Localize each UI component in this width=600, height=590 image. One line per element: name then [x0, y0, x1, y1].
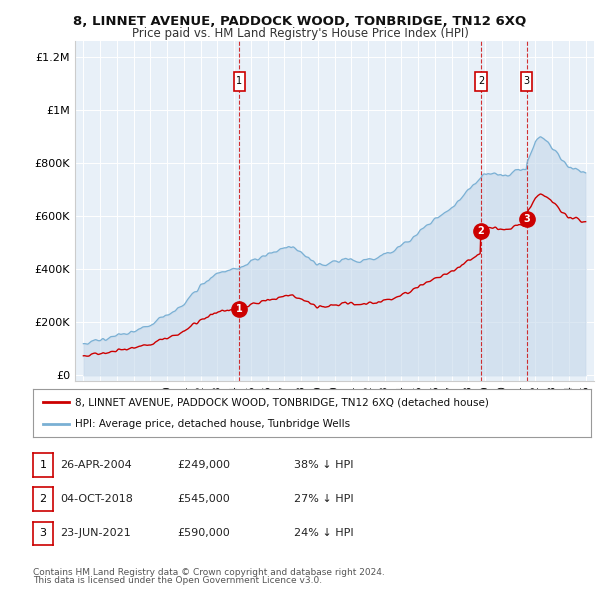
Text: £249,000: £249,000 [177, 460, 230, 470]
Text: 1: 1 [40, 460, 46, 470]
FancyBboxPatch shape [475, 72, 487, 91]
Text: 8, LINNET AVENUE, PADDOCK WOOD, TONBRIDGE, TN12 6XQ (detached house): 8, LINNET AVENUE, PADDOCK WOOD, TONBRIDG… [75, 398, 489, 408]
Text: 3: 3 [40, 529, 46, 538]
Text: £590,000: £590,000 [177, 529, 230, 538]
Text: £545,000: £545,000 [177, 494, 230, 504]
Text: 23-JUN-2021: 23-JUN-2021 [60, 529, 131, 538]
Text: 1: 1 [236, 304, 243, 314]
Text: 2: 2 [478, 76, 484, 86]
Text: 3: 3 [523, 76, 530, 86]
Text: 2: 2 [478, 226, 484, 236]
Text: 1: 1 [236, 76, 242, 86]
FancyBboxPatch shape [233, 72, 245, 91]
Text: 3: 3 [523, 214, 530, 224]
Text: This data is licensed under the Open Government Licence v3.0.: This data is licensed under the Open Gov… [33, 576, 322, 585]
Text: Price paid vs. HM Land Registry's House Price Index (HPI): Price paid vs. HM Land Registry's House … [131, 27, 469, 40]
FancyBboxPatch shape [521, 72, 532, 91]
Text: 24% ↓ HPI: 24% ↓ HPI [294, 529, 353, 538]
Text: 26-APR-2004: 26-APR-2004 [60, 460, 132, 470]
Text: Contains HM Land Registry data © Crown copyright and database right 2024.: Contains HM Land Registry data © Crown c… [33, 568, 385, 577]
Text: HPI: Average price, detached house, Tunbridge Wells: HPI: Average price, detached house, Tunb… [75, 419, 350, 430]
Text: 2: 2 [40, 494, 46, 504]
Text: 8, LINNET AVENUE, PADDOCK WOOD, TONBRIDGE, TN12 6XQ: 8, LINNET AVENUE, PADDOCK WOOD, TONBRIDG… [73, 15, 527, 28]
Text: 04-OCT-2018: 04-OCT-2018 [60, 494, 133, 504]
Text: 27% ↓ HPI: 27% ↓ HPI [294, 494, 353, 504]
Text: 38% ↓ HPI: 38% ↓ HPI [294, 460, 353, 470]
